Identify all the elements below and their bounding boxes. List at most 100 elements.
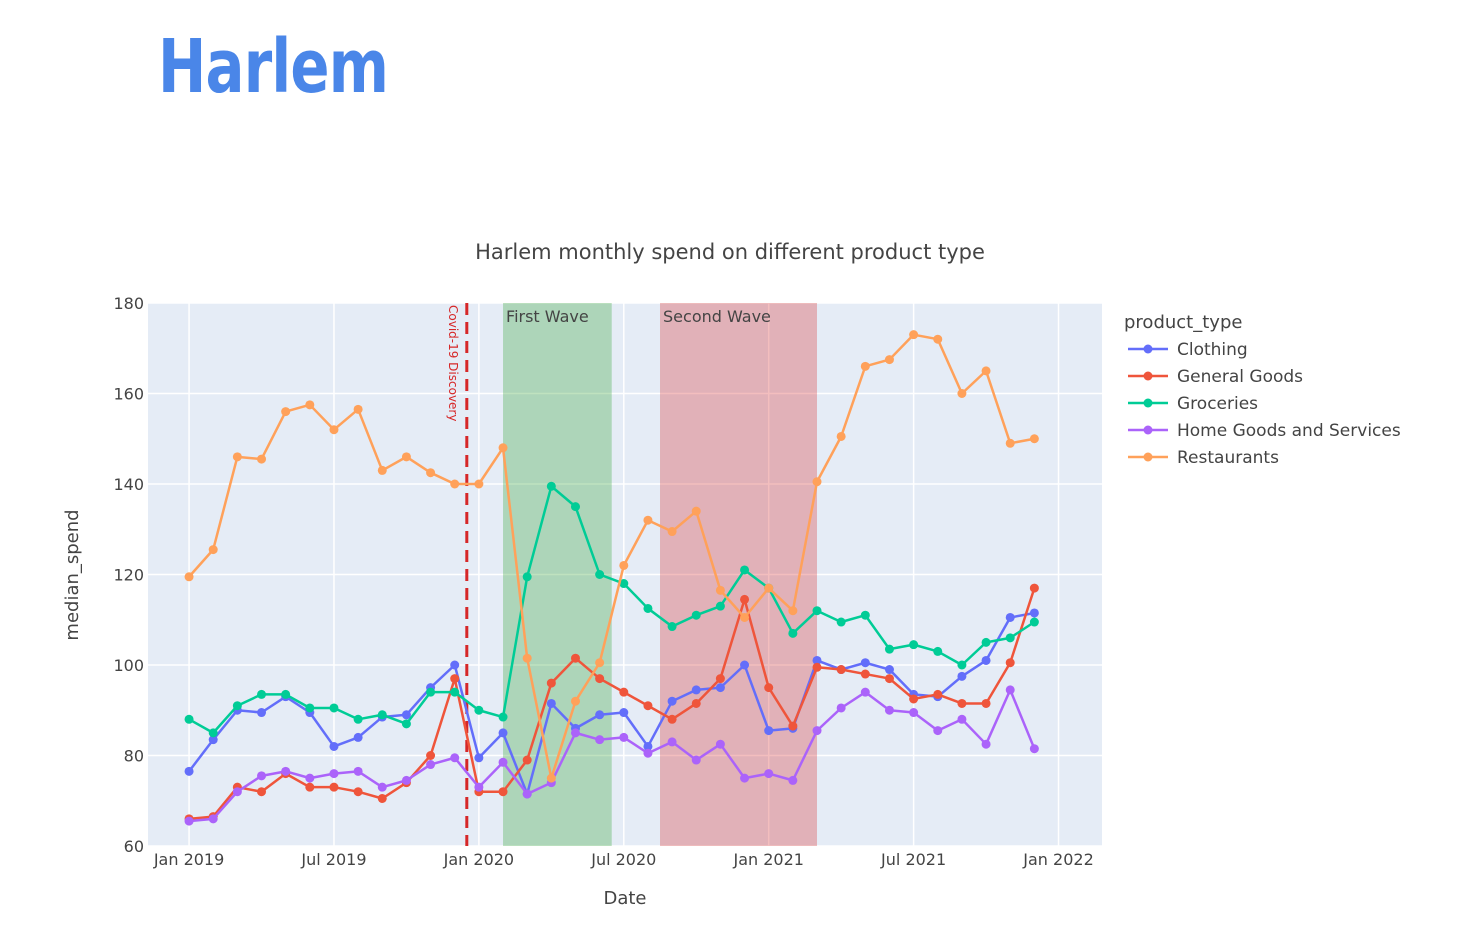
y-tick-label: 100 [113,656,144,675]
legend-item-general-goods[interactable]: General Goods [1128,367,1303,387]
data-point-general-goods [305,782,315,792]
legend-label: Groceries [1177,394,1258,414]
data-point-home-goods-and-services [522,789,532,799]
data-point-general-goods [353,787,363,797]
data-point-general-goods [981,698,991,708]
data-point-restaurants [329,425,339,435]
data-point-restaurants [377,465,387,475]
data-point-home-goods-and-services [619,732,629,742]
data-point-clothing [764,726,774,736]
chart-title: Harlem monthly spend on different produc… [475,240,985,264]
data-point-clothing [474,753,484,763]
data-point-restaurants [788,606,798,616]
data-point-home-goods-and-services [860,687,870,697]
y-axis-label: median_spend [62,509,83,640]
data-point-clothing [619,708,629,718]
x-tick-label: Jul 2019 [300,850,366,869]
x-tick-label: Jan 2019 [153,850,224,869]
data-point-home-goods-and-services [377,782,387,792]
data-point-restaurants [884,355,894,365]
data-point-restaurants [957,389,967,398]
legend-item-home-goods-and-services[interactable]: Home Goods and Services [1128,421,1401,441]
data-point-clothing [691,685,701,695]
data-point-groceries [691,610,701,620]
data-point-home-goods-and-services [691,755,701,765]
data-point-groceries [667,622,677,632]
y-tick-label: 80 [124,747,144,766]
data-point-general-goods [740,594,750,604]
data-point-groceries [401,719,411,729]
data-point-groceries [981,637,991,647]
data-point-groceries [1005,633,1015,643]
data-point-restaurants [667,527,677,537]
data-point-home-goods-and-services [450,753,460,763]
data-point-general-goods [595,674,605,684]
data-point-clothing [546,698,556,708]
data-point-home-goods-and-services [401,775,411,785]
series-clothing [184,608,1039,799]
data-point-general-goods [788,721,798,731]
legend-item-clothing[interactable]: Clothing [1128,340,1248,360]
data-point-groceries [208,728,218,738]
data-point-groceries [546,481,556,491]
legend-swatch-marker [1143,425,1153,435]
series-general-goods [184,583,1039,824]
data-point-clothing [329,741,339,751]
data-point-general-goods [957,698,967,708]
data-point-groceries [812,606,822,616]
data-point-clothing [981,655,991,665]
data-point-general-goods [812,662,822,672]
data-point-home-goods-and-services [329,769,339,779]
data-point-home-goods-and-services [740,773,750,783]
data-point-home-goods-and-services [595,735,605,745]
data-point-clothing [450,660,460,670]
data-point-home-goods-and-services [933,726,943,736]
data-point-home-goods-and-services [884,705,894,715]
data-point-groceries [426,687,436,697]
data-point-home-goods-and-services [909,708,919,718]
legend-item-restaurants[interactable]: Restaurants [1128,448,1279,468]
data-point-general-goods [546,678,556,688]
data-point-clothing [353,732,363,742]
data-point-clothing [957,671,967,681]
data-point-clothing [257,708,267,718]
data-point-groceries [957,660,967,670]
data-point-restaurants [1029,434,1039,444]
data-point-restaurants [933,334,943,344]
legend: product_type Clothing General Goods Grocer… [1124,312,1401,468]
data-point-groceries [788,628,798,638]
legend-item-groceries[interactable]: Groceries [1128,394,1258,414]
legend-title: product_type [1124,312,1242,333]
data-point-restaurants [643,515,653,525]
data-point-restaurants [764,583,774,593]
data-point-general-goods [884,674,894,684]
data-point-groceries [377,710,387,720]
y-tick-label: 60 [124,837,144,856]
data-point-clothing [498,728,508,738]
data-point-groceries [522,572,532,582]
data-point-general-goods [522,755,532,765]
data-point-restaurants [305,400,315,410]
data-point-restaurants [860,361,870,371]
data-point-general-goods [450,674,460,684]
y-tick-label: 120 [113,566,144,585]
covid-discovery-marker: Covid-19 Discovery [446,303,469,846]
y-tick-label: 180 [113,294,144,313]
legend-swatch-marker [1143,344,1153,354]
legend-swatch-marker [1143,371,1153,381]
data-point-restaurants [570,696,580,706]
data-point-general-goods [257,787,267,797]
data-point-restaurants [836,431,846,441]
x-tick-label: Jul 2021 [880,850,946,869]
data-point-restaurants [450,479,460,489]
second-wave-region [660,303,818,846]
data-point-home-goods-and-services [764,769,774,779]
x-axis-ticks: Jan 2019 Jul 2019 Jan 2020 Jul 2020 Jan 2021… [153,850,1094,869]
data-point-home-goods-and-services [715,739,725,749]
data-point-home-goods-and-services [208,814,218,824]
series-restaurants [184,330,1039,783]
data-point-groceries [353,714,363,724]
legend-label: Restaurants [1177,448,1279,468]
data-point-groceries [619,579,629,589]
x-tick-label: Jan 2021 [732,850,803,869]
